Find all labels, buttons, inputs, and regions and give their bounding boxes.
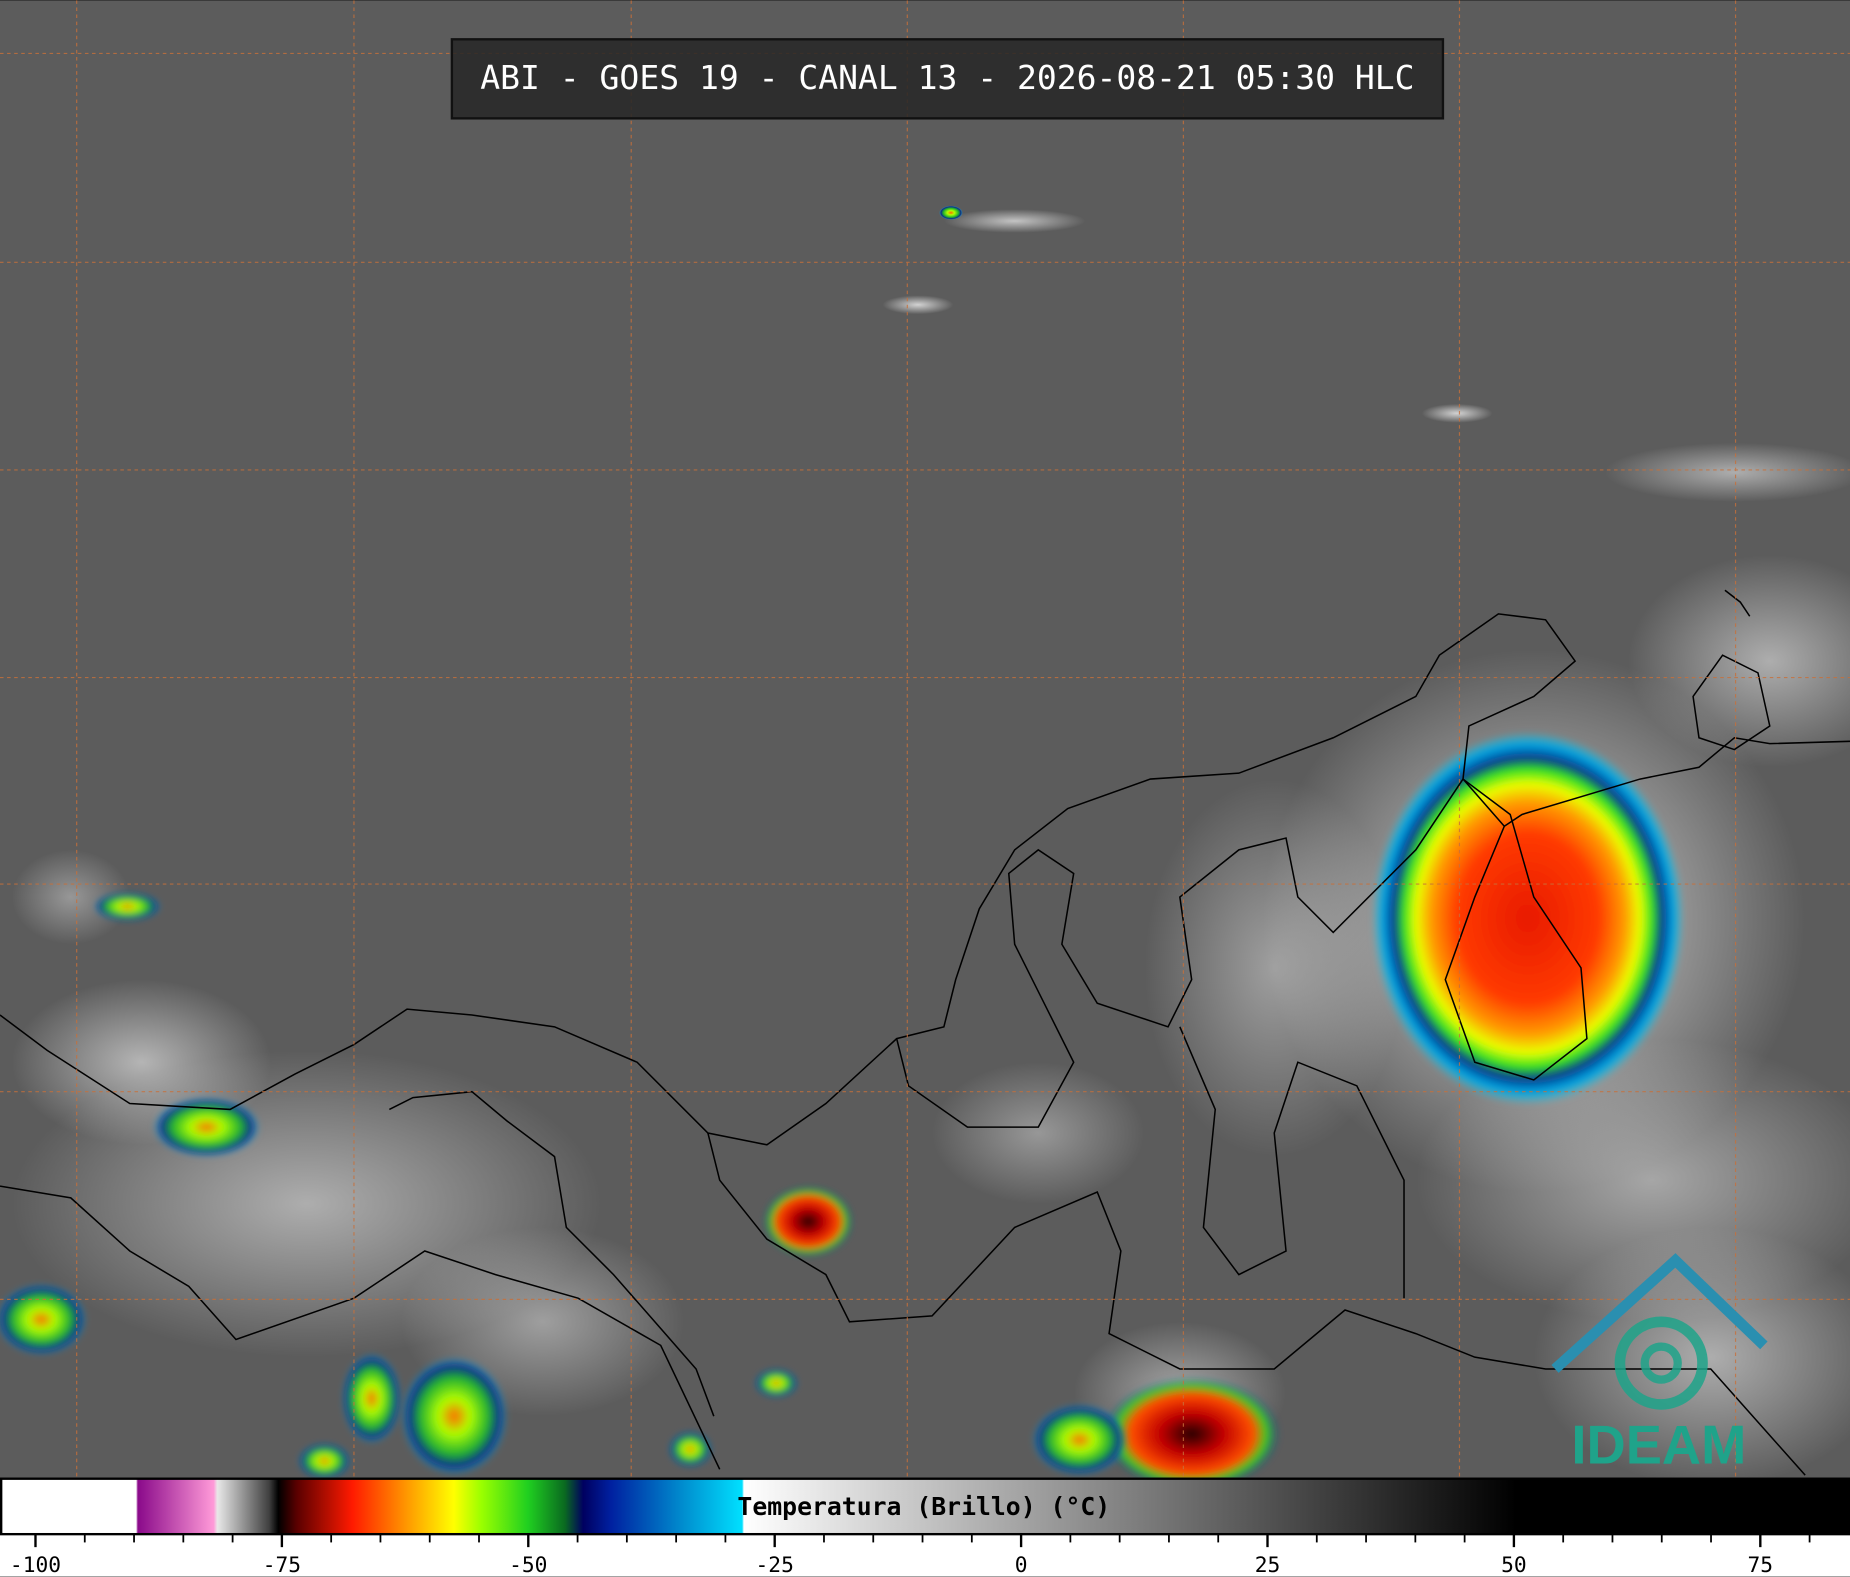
convection (0, 205, 1684, 1491)
tick-label: -50 (509, 1553, 547, 1577)
graticule (0, 0, 1850, 1479)
tick-label: 50 (1501, 1553, 1527, 1577)
tick-label: 75 (1748, 1553, 1774, 1577)
title-box (450, 38, 1445, 120)
tick-label: -100 (10, 1553, 61, 1577)
tick-label: -25 (756, 1553, 794, 1577)
colorbar-label: Temperatura (Brillo) (°C) (737, 1492, 1110, 1521)
title: ABI - GOES 19 - CANAL 13 - 2026-08-21 05… (480, 58, 1414, 97)
logo-text: IDEAM (1571, 1414, 1746, 1475)
logo: IDEAM (1551, 1253, 1768, 1475)
tick-label: -75 (263, 1553, 301, 1577)
colorbar (0, 1477, 1850, 1536)
colorbar-axis: -100 -75 -50 -25 0 25 50 75 (10, 1534, 1811, 1577)
tick-label: 25 (1255, 1553, 1281, 1577)
tick-label: 0 (1015, 1553, 1028, 1577)
